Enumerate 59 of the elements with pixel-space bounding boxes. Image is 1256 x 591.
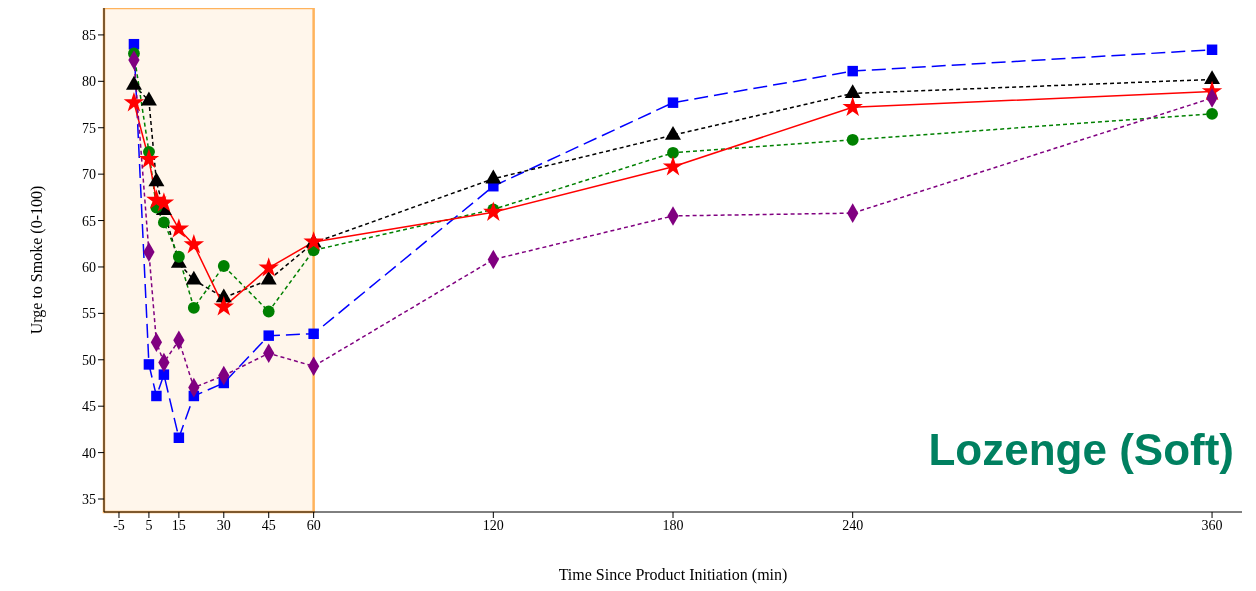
- y-tick-label: 55: [82, 306, 96, 322]
- y-tick-label: 35: [82, 491, 96, 507]
- point: [183, 233, 205, 254]
- point: [846, 133, 859, 146]
- x-axis-title: Time Since Product Initiation (min): [558, 566, 788, 584]
- point: [158, 369, 170, 380]
- point: [667, 97, 679, 108]
- y-tick-label: 70: [82, 167, 96, 183]
- y-tick-label: 75: [82, 120, 96, 136]
- point: [148, 172, 165, 187]
- y-tick-label: 50: [82, 352, 96, 368]
- point: [143, 359, 155, 370]
- x-tick-label: 180: [662, 517, 684, 533]
- x-tick-label: 360: [1201, 517, 1223, 533]
- point: [213, 296, 235, 316]
- y-tick-label: 65: [82, 213, 96, 229]
- point: [187, 301, 200, 314]
- point: [1206, 107, 1218, 120]
- point: [662, 155, 684, 176]
- y-tick-label: 80: [82, 74, 96, 90]
- point: [483, 201, 504, 221]
- y-tick-label: 40: [82, 445, 96, 461]
- point: [217, 260, 230, 272]
- y-tick-label: 85: [82, 27, 96, 43]
- point: [168, 218, 190, 238]
- point: [665, 125, 681, 140]
- point: [125, 75, 142, 90]
- point: [138, 148, 160, 168]
- y-tick-label: 45: [82, 399, 96, 415]
- y-axis-title: Urge to Smoke (0-100): [27, 185, 46, 335]
- point: [485, 169, 502, 184]
- point: [308, 328, 319, 340]
- x-tick-label: 45: [261, 517, 276, 533]
- x-tick-label: -5: [113, 517, 125, 533]
- point: [667, 146, 679, 159]
- point: [1206, 44, 1218, 56]
- point: [172, 250, 185, 263]
- x-tick-label: 30: [216, 517, 231, 533]
- x-tick-label: 5: [145, 517, 153, 533]
- point: [258, 257, 279, 277]
- point: [157, 216, 170, 229]
- point: [1204, 70, 1221, 85]
- y-tick-label: 60: [82, 259, 96, 275]
- point: [151, 390, 162, 402]
- point: [844, 84, 861, 98]
- x-tick-label: 60: [306, 517, 321, 533]
- x-tick-label: 15: [171, 517, 186, 533]
- x-tick-label: 120: [482, 517, 504, 533]
- point: [185, 270, 202, 285]
- annotation: Lozenge (Soft): [928, 424, 1234, 475]
- point: [123, 91, 145, 112]
- x-tick-label: 240: [842, 517, 864, 533]
- point: [260, 270, 277, 285]
- point: [263, 330, 274, 341]
- point: [262, 305, 275, 318]
- point: [173, 432, 185, 443]
- point: [842, 96, 863, 117]
- point: [140, 91, 157, 106]
- point: [847, 65, 858, 77]
